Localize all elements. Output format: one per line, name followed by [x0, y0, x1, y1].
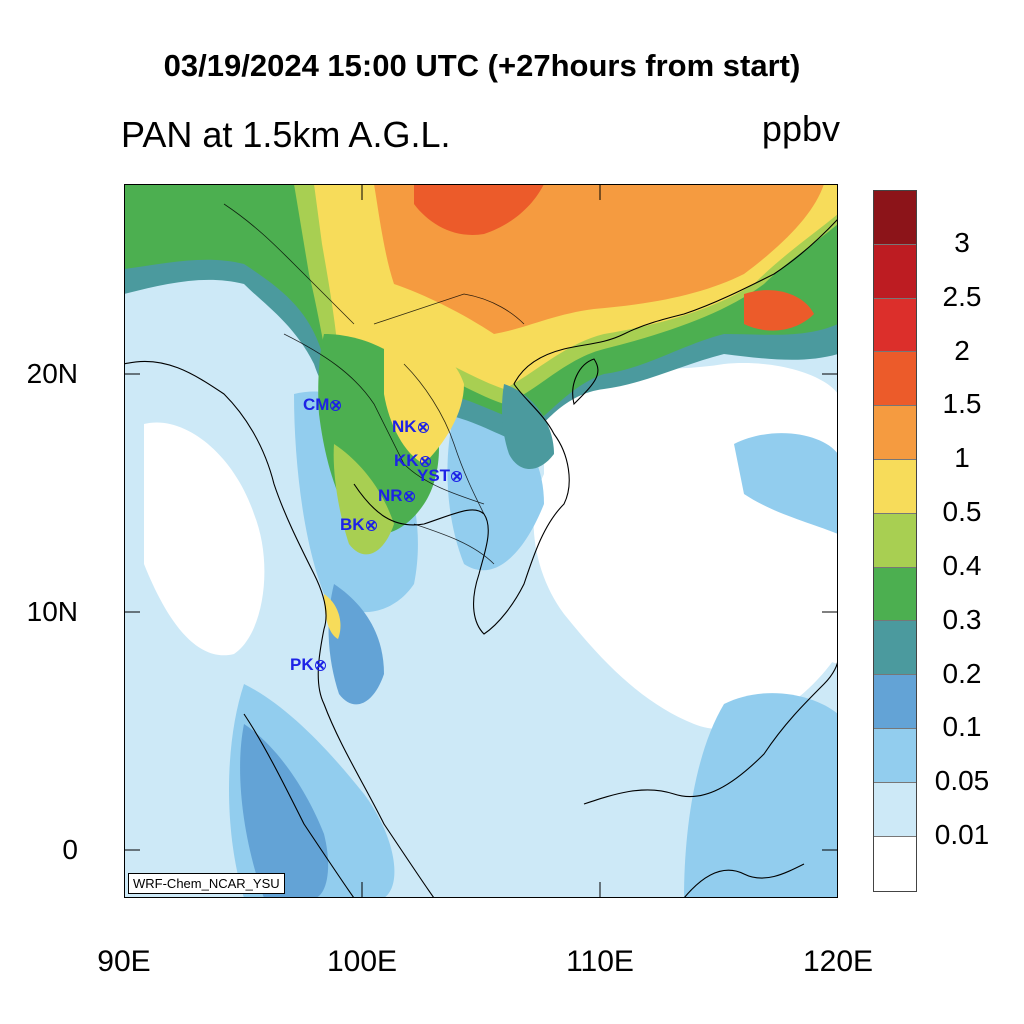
colorbar-level-label: 0.05 — [934, 765, 990, 797]
colorbar-level-label: 2 — [954, 334, 970, 366]
station-marker-icon — [419, 455, 431, 467]
variable-title: PAN at 1.5km A.G.L. — [121, 114, 451, 155]
concentration-map — [124, 184, 838, 898]
colorbar-box — [874, 191, 916, 245]
colorbar-level-label: 0.1 — [942, 711, 982, 743]
colorbar — [873, 190, 917, 892]
colorbar-box — [874, 728, 916, 783]
colorbar-box — [874, 244, 916, 299]
lat-label-10n: 10N — [26, 596, 78, 627]
colorbar-level-label: 2.5 — [942, 280, 982, 312]
station-label: BK — [340, 515, 365, 534]
colorbar-level-label: 0.3 — [942, 603, 982, 635]
colorbar-box — [874, 459, 916, 514]
colorbar-level-label: 0.5 — [942, 496, 982, 528]
coastlines — [124, 218, 838, 898]
colorbar-box — [874, 782, 916, 837]
station-label: PK — [290, 655, 314, 674]
station-yst[interactable]: YST — [417, 466, 463, 486]
station-bk[interactable]: BK — [340, 515, 377, 535]
colorbar-level-label: 1 — [954, 442, 970, 474]
colorbar-box — [874, 513, 916, 568]
station-nr[interactable]: NR — [378, 486, 415, 506]
station-marker-icon — [314, 659, 326, 671]
lon-label-120e: 120E — [802, 945, 874, 978]
colorbar-box — [874, 567, 916, 622]
station-label: YST — [417, 466, 451, 485]
lon-label-90e: 90E — [97, 945, 151, 978]
map-panel — [124, 184, 838, 898]
station-marker-icon — [451, 470, 463, 482]
tick-marks — [124, 184, 838, 898]
station-marker-icon — [365, 519, 377, 531]
colorbar-level-label: 0.2 — [942, 657, 982, 689]
colorbar-box — [874, 406, 916, 460]
colorbar-level-label: 3 — [954, 226, 970, 258]
colorbar-box — [874, 298, 916, 353]
indochina-plume — [318, 334, 554, 639]
station-kk[interactable]: KK — [394, 451, 431, 471]
lat-label-0: 0 — [62, 834, 78, 865]
colorbar-level-label: 0.4 — [942, 549, 982, 581]
colorbar-box — [874, 621, 916, 676]
colorbar-box — [874, 836, 916, 891]
model-credit: WRF-Chem_NCAR_YSU — [128, 873, 285, 894]
station-marker-icon — [403, 490, 415, 502]
station-marker-icon — [417, 421, 429, 433]
lat-label-20n: 20N — [26, 358, 78, 389]
lon-label-100e: 100E — [326, 945, 398, 978]
station-label: NK — [392, 417, 417, 436]
country-borders — [223, 203, 525, 565]
colorbar-box — [874, 675, 916, 729]
plot-title: 03/19/2024 15:00 UTC (+27hours from star… — [163, 48, 801, 83]
station-marker-icon — [330, 399, 342, 411]
station-pk[interactable]: PK — [290, 655, 326, 675]
colorbar-level-label: 0.01 — [934, 819, 990, 851]
station-label: CM — [303, 395, 330, 414]
colorbar-level-label: 1.5 — [942, 388, 982, 420]
station-nk[interactable]: NK — [392, 417, 429, 437]
units-label: ppbv — [761, 108, 840, 149]
station-cm[interactable]: CM — [303, 395, 342, 415]
station-label: NR — [378, 486, 403, 505]
station-label: KK — [394, 451, 419, 470]
colorbar-box — [874, 352, 916, 407]
lon-label-110e: 110E — [566, 945, 634, 978]
